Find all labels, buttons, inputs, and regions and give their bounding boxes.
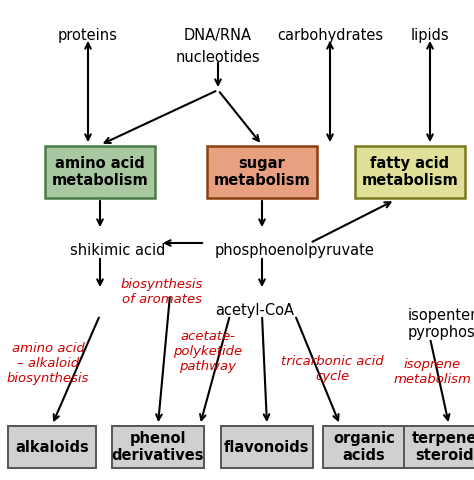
Text: alkaloids: alkaloids	[15, 440, 89, 455]
Text: biosynthesis
of aromates: biosynthesis of aromates	[121, 278, 203, 306]
Text: phenol
derivatives: phenol derivatives	[112, 431, 204, 463]
Text: DNA/RNA: DNA/RNA	[184, 28, 252, 43]
Text: terpenes
steroids: terpenes steroids	[412, 431, 474, 463]
Text: tricarbonic acid
cycle: tricarbonic acid cycle	[281, 355, 383, 383]
Text: isoprene
metabolism: isoprene metabolism	[393, 358, 471, 386]
Text: shikimic acid: shikimic acid	[70, 243, 166, 258]
FancyBboxPatch shape	[323, 426, 405, 468]
Text: proteins: proteins	[58, 28, 118, 43]
FancyBboxPatch shape	[207, 146, 317, 198]
FancyBboxPatch shape	[355, 146, 465, 198]
Text: amino acid
metabolism: amino acid metabolism	[52, 156, 148, 188]
FancyBboxPatch shape	[8, 426, 96, 468]
FancyBboxPatch shape	[404, 426, 474, 468]
Text: isopentenyl: isopentenyl	[408, 308, 474, 323]
FancyBboxPatch shape	[221, 426, 313, 468]
FancyBboxPatch shape	[112, 426, 204, 468]
Text: carbohydrates: carbohydrates	[277, 28, 383, 43]
Text: nucleotides: nucleotides	[176, 50, 260, 65]
Text: pyrophosphate: pyrophosphate	[408, 325, 474, 340]
Text: phosphoenolpyruvate: phosphoenolpyruvate	[215, 243, 375, 258]
Text: organic
acids: organic acids	[333, 431, 395, 463]
Text: amino acid
– alkaloid
biosynthesis: amino acid – alkaloid biosynthesis	[7, 342, 89, 385]
Text: acetyl-CoA: acetyl-CoA	[216, 303, 294, 318]
Text: lipids: lipids	[410, 28, 449, 43]
Text: acetate-
polyketide
pathway: acetate- polyketide pathway	[173, 330, 243, 373]
Text: fatty acid
metabolism: fatty acid metabolism	[362, 156, 458, 188]
Text: sugar
metabolism: sugar metabolism	[214, 156, 310, 188]
Text: flavonoids: flavonoids	[224, 440, 310, 455]
FancyBboxPatch shape	[45, 146, 155, 198]
